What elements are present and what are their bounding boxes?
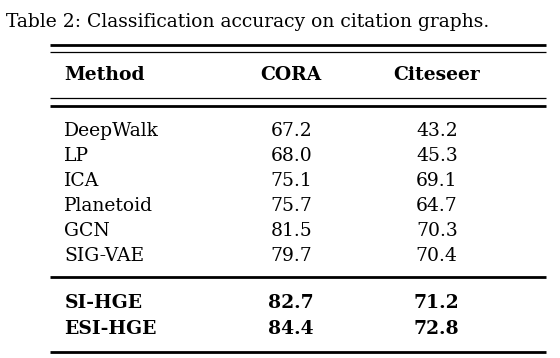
Text: 70.3: 70.3 xyxy=(416,222,458,240)
Text: DeepWalk: DeepWalk xyxy=(64,122,159,140)
Text: Table 2: Classification accuracy on citation graphs.: Table 2: Classification accuracy on cita… xyxy=(6,13,489,30)
Text: SIG-VAE: SIG-VAE xyxy=(64,247,144,265)
Text: 81.5: 81.5 xyxy=(270,222,312,240)
Text: ICA: ICA xyxy=(64,172,100,190)
Text: 43.2: 43.2 xyxy=(416,122,458,140)
Text: Citeseer: Citeseer xyxy=(394,66,480,84)
Text: 82.7: 82.7 xyxy=(268,294,314,311)
Text: LP: LP xyxy=(64,147,90,165)
Text: 84.4: 84.4 xyxy=(268,320,314,338)
Text: 71.2: 71.2 xyxy=(414,294,460,311)
Text: 75.7: 75.7 xyxy=(270,197,312,215)
Text: 72.8: 72.8 xyxy=(414,320,460,338)
Text: Planetoid: Planetoid xyxy=(64,197,153,215)
Text: SI-HGE: SI-HGE xyxy=(64,294,143,311)
Text: 67.2: 67.2 xyxy=(270,122,312,140)
Text: CORA: CORA xyxy=(260,66,322,84)
Text: GCN: GCN xyxy=(64,222,110,240)
Text: 75.1: 75.1 xyxy=(270,172,312,190)
Text: ESI-HGE: ESI-HGE xyxy=(64,320,157,338)
Text: 70.4: 70.4 xyxy=(416,247,458,265)
Text: Method: Method xyxy=(64,66,145,84)
Text: 64.7: 64.7 xyxy=(416,197,458,215)
Text: 79.7: 79.7 xyxy=(270,247,312,265)
Text: 45.3: 45.3 xyxy=(416,147,458,165)
Text: 68.0: 68.0 xyxy=(270,147,312,165)
Text: 69.1: 69.1 xyxy=(416,172,458,190)
